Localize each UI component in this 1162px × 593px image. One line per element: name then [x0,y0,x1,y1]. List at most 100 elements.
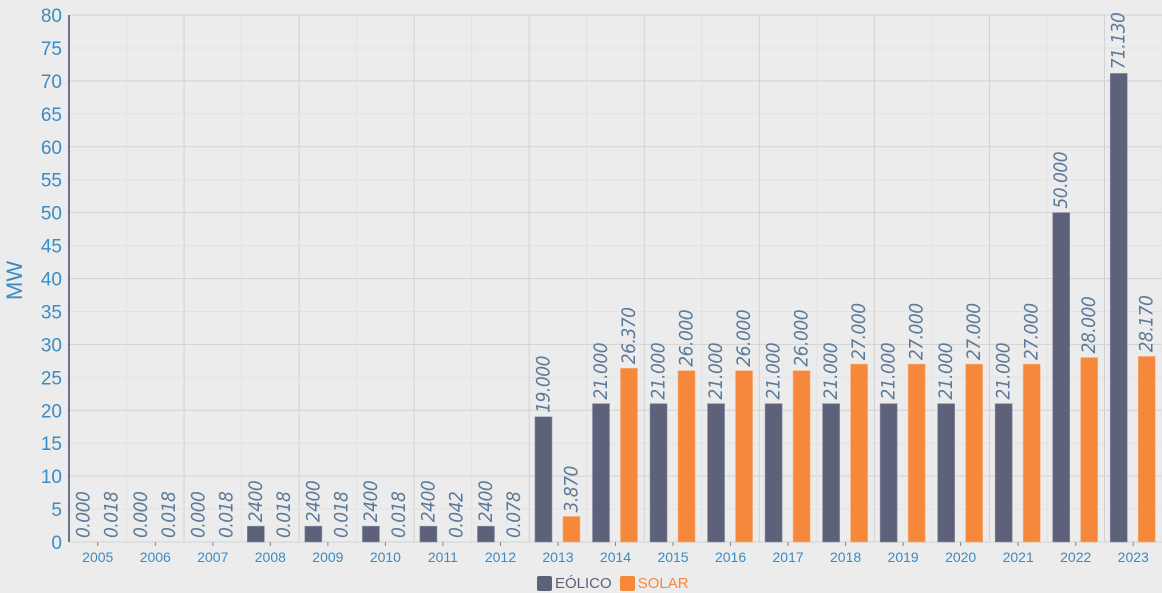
bar-value-label: 3.870 [560,465,582,512]
bar-value-label: 2400 [417,480,439,522]
x-tick-label: 2011 [428,549,458,565]
eolico-bar[interactable] [879,403,898,543]
bar-value-label: 0.018 [330,491,352,538]
legend-item-eolico[interactable]: EÓLICO [537,575,612,592]
eolico-bar[interactable] [419,525,438,543]
y-tick-label: 0 [51,533,62,554]
x-tick-label: 2016 [715,549,746,565]
bar-value-label: 21.000 [648,342,670,399]
y-tick-label: 5 [51,500,62,521]
bar-value-label: 2400 [302,480,324,522]
y-tick-label: 35 [41,302,62,323]
bar-value-label: 27.000 [963,303,985,360]
bar-value-label: 2400 [245,480,267,522]
x-tick-label: 2022 [1060,549,1091,565]
y-tick-label: 50 [41,204,62,225]
solar-bar[interactable] [850,363,868,543]
eolico-bar[interactable] [592,403,610,543]
bar-value-label: 21.000 [820,342,842,399]
bar-value-label: 21.000 [993,342,1015,399]
bar-value-label: 21.000 [763,342,785,399]
x-tick-label: 2013 [542,549,573,565]
solar-swatch-icon [619,576,635,591]
legend-label-solar: SOLAR [637,575,689,592]
eolico-bar[interactable] [994,403,1013,543]
y-tick-label: 25 [41,368,62,389]
y-tick-label: 40 [41,270,62,291]
legend-item-solar[interactable]: SOLAR [619,575,689,592]
bar-value-label: 71.130 [1108,12,1130,69]
eolico-bar[interactable] [1109,73,1128,543]
y-tick-label: 10 [41,467,62,488]
y-tick-label: 80 [41,6,62,27]
solar-bar[interactable] [562,516,581,543]
eolico-bar[interactable] [822,403,840,543]
x-tick-label: 2015 [657,549,688,565]
solar-bar[interactable] [1137,356,1156,543]
x-tick-label: 2020 [945,549,976,565]
bar-value-label: 26.000 [733,309,755,366]
x-tick-label: 2014 [600,549,631,565]
solar-bar[interactable] [735,370,753,543]
eolico-bar[interactable] [707,403,725,543]
eolico-bar[interactable] [247,525,265,543]
bar-value-label: 26.000 [791,309,813,366]
solar-bar[interactable] [907,363,926,543]
y-tick-label: 65 [41,105,62,126]
eolico-bar[interactable] [937,403,955,543]
eolico-bar[interactable] [304,525,323,543]
eolico-bar[interactable] [1052,212,1071,543]
eolico-bar[interactable] [362,525,380,543]
eolico-bar[interactable] [534,416,553,543]
solar-bar[interactable] [620,367,638,543]
bar-value-label: 50.000 [1050,151,1072,208]
x-tick-label: 2019 [888,549,919,565]
solar-bar[interactable] [1080,357,1099,543]
bar-value-label: 0.018 [100,491,122,538]
x-tick-label: 2005 [82,549,113,565]
x-tick-label: 2018 [830,549,861,565]
bar-value-label: 21.000 [878,342,900,399]
bar-value-label: 0.018 [273,491,295,538]
solar-bar[interactable] [792,370,811,543]
x-tick-label: 2017 [773,549,804,565]
bar-value-label: 28.000 [1078,296,1100,353]
bar-value-label: 27.000 [848,303,870,360]
y-tick-label: 45 [41,237,62,258]
y-tick-label: 20 [41,401,62,422]
y-tick-label: 15 [41,434,62,455]
bar-value-label: 0.042 [445,492,467,538]
eolico-bar[interactable] [649,403,668,543]
bar-value-label: 0.000 [72,491,94,538]
eolico-swatch-icon [537,576,552,591]
x-tick-label: 2010 [370,549,401,565]
solar-bar[interactable] [1022,363,1041,543]
eolico-bar[interactable] [764,403,783,543]
solar-bar[interactable] [677,370,696,543]
bar-value-label: 27.000 [906,303,928,360]
bar-value-label: 21.000 [590,342,612,399]
y-tick-label: 75 [41,39,62,60]
x-tick-label: 2006 [140,549,171,565]
bar-value-label: 2400 [360,480,382,522]
y-axis-label: MW [2,260,27,300]
legend-label-eolico: EÓLICO [555,575,612,592]
bar-value-label: 0.078 [503,491,525,538]
y-tick-label: 60 [41,138,62,159]
x-tick-label: 2023 [1118,549,1149,565]
x-tick-label: 2008 [255,549,286,565]
x-tick-label: 2012 [485,549,516,565]
bar-value-label: 21.000 [705,342,727,399]
eolico-bar[interactable] [477,525,495,543]
bar-value-label: 0.018 [158,491,180,538]
x-tick-label: 2007 [197,549,228,565]
bar-value-label: 0.000 [187,491,209,538]
bar-value-label: 19.000 [532,355,554,412]
bar-value-label: 26.370 [618,307,640,364]
bar-value-label: 28.170 [1136,295,1158,352]
y-tick-label: 30 [41,335,62,356]
y-tick-label: 55 [41,171,62,192]
legend: EÓLICO SOLAR [537,575,689,592]
solar-bar[interactable] [965,363,983,543]
